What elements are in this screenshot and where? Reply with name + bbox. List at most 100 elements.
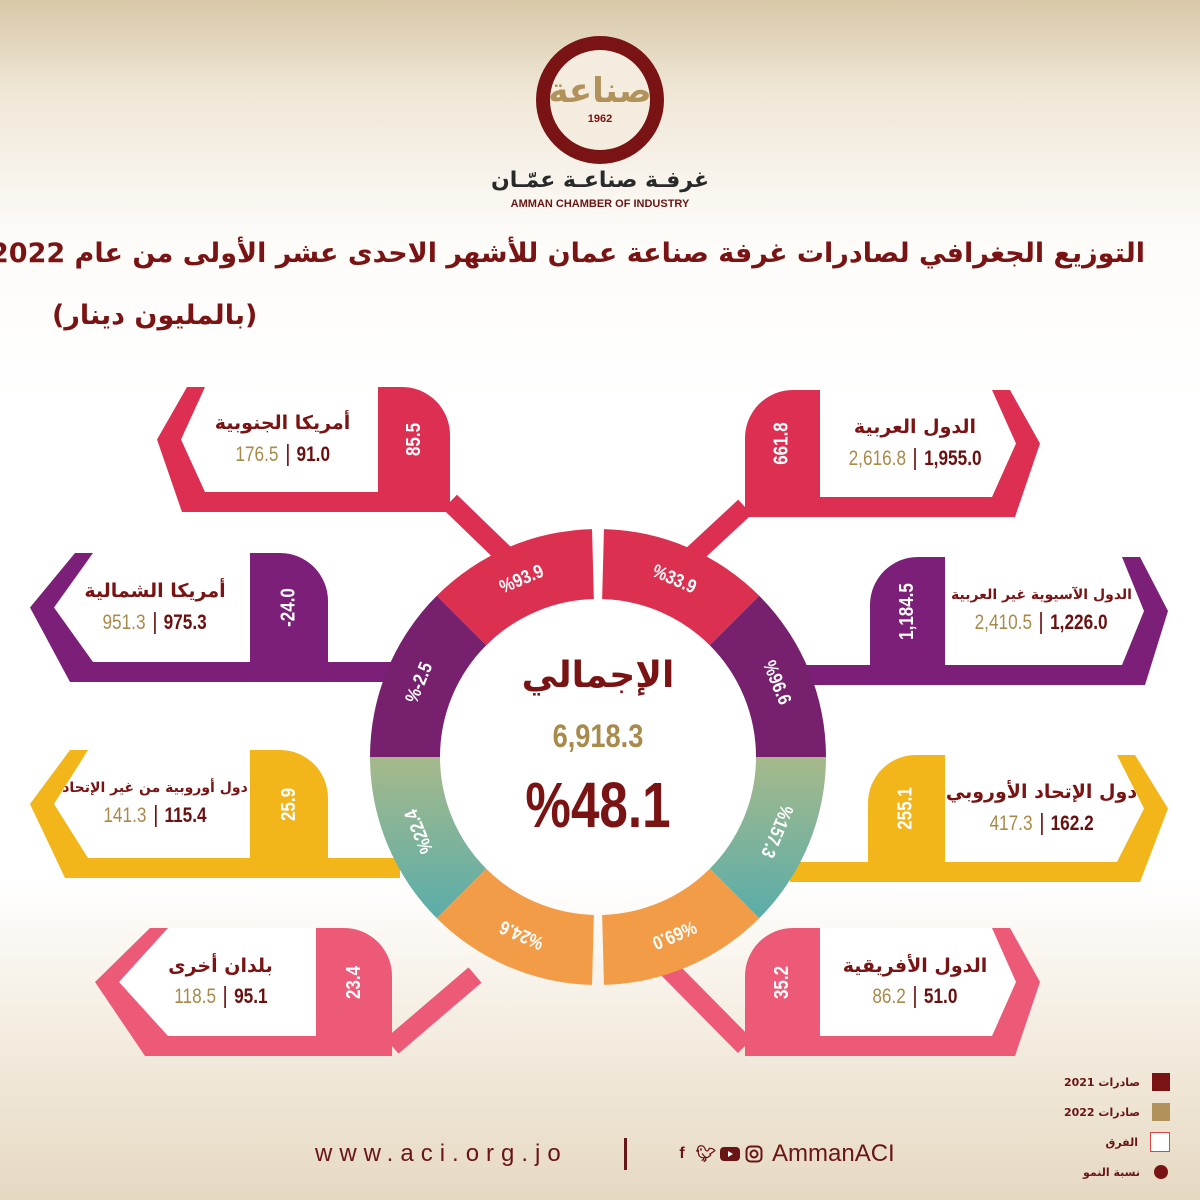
legend-item: صادرات 2022 (1064, 1102, 1170, 1122)
svg-text:1962: 1962 (588, 113, 612, 125)
twitter-icon[interactable]: 🐦︎ (695, 1146, 717, 1163)
difference-tab: -24.0 (250, 553, 328, 662)
legend-label: صادرات 2021 (1063, 1075, 1140, 1089)
social-handle[interactable]: AmmanACI (772, 1140, 895, 1167)
card-body (54, 553, 250, 662)
connector-line (657, 957, 753, 1054)
difference-value: 255.1 (895, 787, 917, 830)
page-title: التوزيع الجغرافي لصادرات غرفة صناعة عمان… (0, 238, 1145, 269)
separator (154, 611, 156, 634)
exports-2021: 91.0 (296, 442, 330, 466)
separator (1040, 612, 1043, 635)
exports-2021: 1,955.0 (924, 446, 982, 470)
region-card: أمريكا الشمالية 951.3 975.3 (60, 553, 250, 662)
region-card: بلدان أخرى 118.5 95.1 (125, 928, 316, 1036)
region-card: الدول الأفريقية 86.2 51.0 (820, 928, 1010, 1036)
card-body (945, 755, 1144, 862)
exports-2022: 86.2 (872, 985, 906, 1009)
separator (914, 986, 916, 1009)
region-name: بلدان أخرى (168, 954, 273, 977)
logo-name-arabic: غرفـة صناعـة عمّـان (490, 168, 710, 193)
legend: صادرات 2021 صادرات 2022 الفرق نسبة النمو (1064, 1072, 1170, 1182)
exports-2022: 2,410.5 (975, 611, 1033, 635)
exports-2021: 95.1 (233, 985, 268, 1009)
difference-tab: 25.9 (250, 750, 328, 858)
exports-2022: 951.3 (102, 610, 146, 634)
region-card: أمريكا الجنوبية 176.5 91.0 (187, 387, 378, 492)
exports-2022: 417.3 (989, 811, 1033, 835)
facebook-icon[interactable]: f (679, 1145, 685, 1162)
growth-ring-segment (709, 595, 826, 757)
difference-value: -24.0 (277, 588, 300, 627)
card-body (945, 557, 1144, 665)
legend-item: الفرق (1064, 1132, 1170, 1152)
card-body (820, 390, 1016, 497)
exports-2021: 975.3 (164, 610, 208, 634)
logo-name-english: AMMAN CHAMBER OF INDUSTRY (510, 198, 690, 210)
difference-tab: 85.5 (378, 387, 450, 492)
difference-value: 23.4 (342, 965, 365, 999)
difference-value: 85.5 (402, 422, 425, 457)
exports-2021: 51.0 (924, 985, 958, 1009)
connector-line (443, 494, 517, 568)
legend-swatch (1152, 1103, 1170, 1121)
region-card: دول أوروبية من غير الإتحاد 141.3 115.4 (60, 750, 250, 858)
difference-tab: 661.8 (745, 390, 820, 497)
growth-ring-segment (602, 529, 760, 646)
legend-label: صادرات 2022 (1063, 1105, 1140, 1119)
legend-item: نسبة النمو (1064, 1162, 1170, 1182)
social-links: f 🐦︎ AmmanACI (672, 1140, 895, 1168)
instagram-icon[interactable] (744, 1144, 764, 1164)
card-body (119, 928, 316, 1036)
growth-ring-segment (436, 868, 594, 985)
difference-tab: 255.1 (868, 755, 945, 862)
region-name: أمريكا الشمالية (84, 580, 226, 603)
region-name: دول أوروبية من غير الإتحاد (62, 779, 248, 796)
exports-2022: 176.5 (235, 442, 279, 466)
separator (1040, 812, 1043, 835)
exports-2022: 118.5 (173, 985, 216, 1009)
difference-value: 35.2 (771, 965, 793, 999)
growth-ring-segment (370, 595, 487, 757)
region-name: الدول العربية (853, 416, 977, 439)
card-body (181, 387, 378, 492)
exports-2021: 1,226.0 (1050, 611, 1108, 635)
legend-item: صادرات 2021 (1064, 1072, 1170, 1092)
page-subtitle: (بالمليون دينار) (52, 300, 258, 331)
difference-value: 1,184.5 (895, 582, 918, 640)
growth-ring-segment (436, 529, 594, 646)
legend-swatch (1154, 1165, 1168, 1179)
region-name: دول الإتحاد الأوروبي (945, 781, 1138, 804)
amman-chamber-logo: صناعة 1962 (536, 36, 664, 164)
growth-ring-segment (709, 757, 826, 919)
svg-text:صناعة: صناعة (548, 71, 651, 111)
connector-line (385, 967, 482, 1054)
difference-tab: 35.2 (745, 928, 820, 1036)
connector-line (681, 499, 752, 568)
exports-2022: 2,616.8 (848, 446, 906, 470)
youtube-icon[interactable] (720, 1144, 740, 1164)
difference-value: 25.9 (277, 787, 300, 821)
exports-2022: 141.3 (103, 804, 147, 828)
growth-ring-segment (370, 757, 487, 919)
footer-divider (624, 1138, 627, 1170)
separator (286, 443, 289, 466)
exports-2021: 115.4 (164, 804, 207, 828)
total-label: الإجمالي (521, 655, 675, 696)
region-name: الدول الأفريقية (842, 954, 988, 977)
region-card: دول الإتحاد الأوروبي 417.3 162.2 (945, 755, 1138, 862)
legend-label: نسبة النمو (1083, 1165, 1140, 1179)
separator (154, 805, 157, 828)
legend-swatch (1152, 1073, 1170, 1091)
region-card: الدول العربية 2,616.8 1,955.0 (820, 390, 1010, 497)
separator (223, 986, 226, 1009)
difference-tab: 1,184.5 (870, 557, 945, 665)
website-link[interactable]: www.aci.org.jo (315, 1140, 568, 1167)
card-body (820, 928, 1016, 1036)
total-value: 6,918.3 (552, 718, 644, 754)
region-name: الدول الآسيوية غير العربية (951, 586, 1132, 603)
difference-tab: 23.4 (316, 928, 392, 1036)
legend-label: الفرق (1105, 1135, 1139, 1149)
exports-2021: 162.2 (1050, 811, 1094, 835)
